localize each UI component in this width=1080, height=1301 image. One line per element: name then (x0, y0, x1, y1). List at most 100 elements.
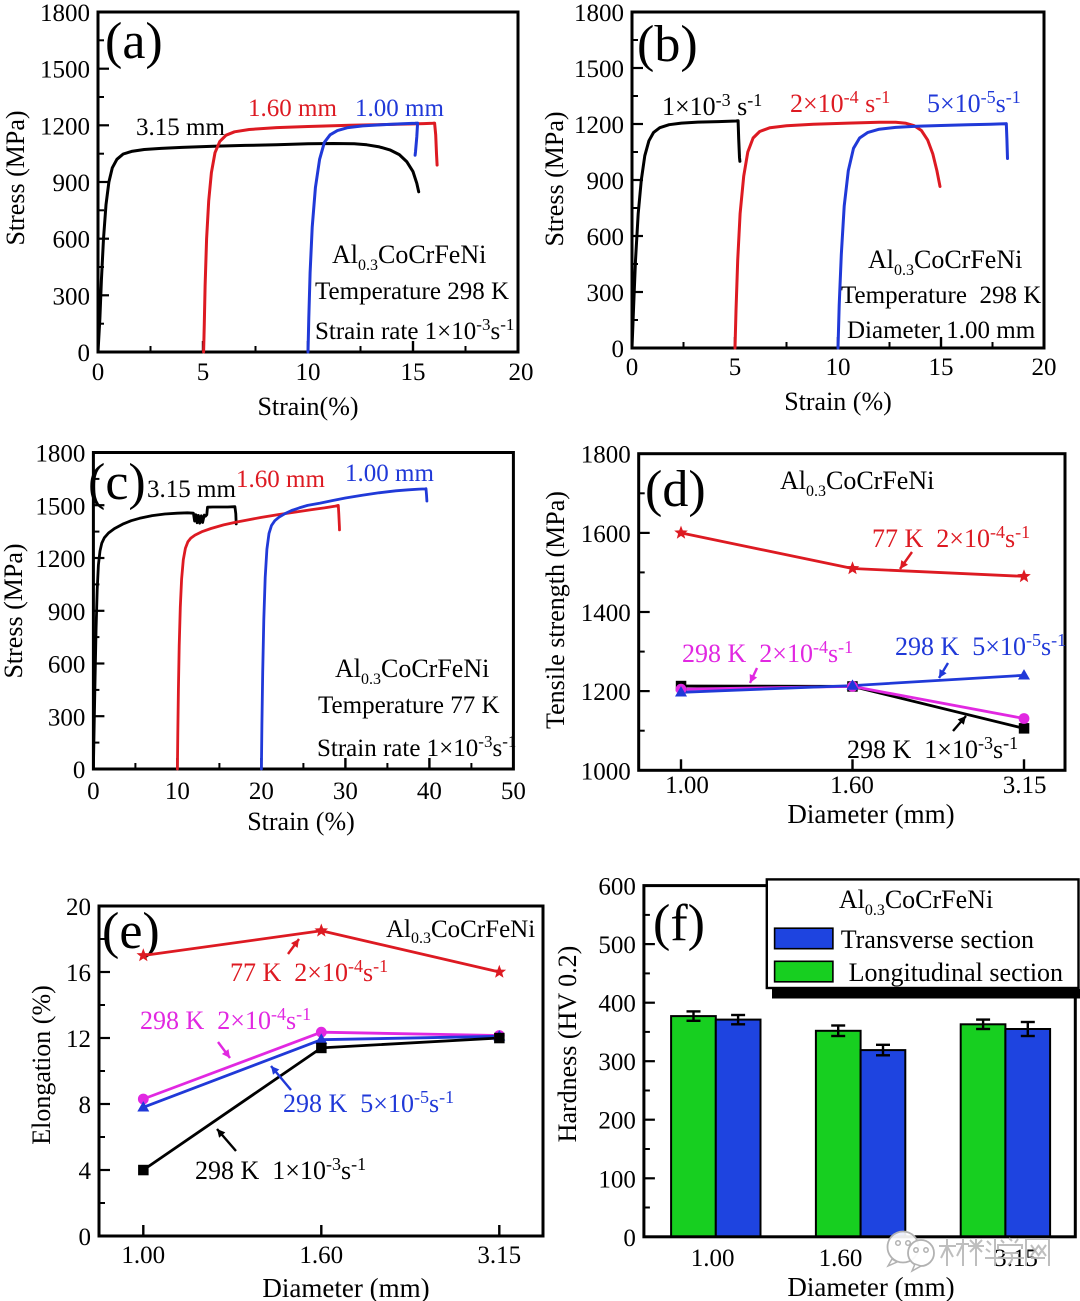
svg-text:Al0.3​CoCrFeNi: Al0.3​CoCrFeNi (868, 245, 1022, 279)
svg-text:1000: 1000 (581, 758, 631, 785)
svg-text:20: 20 (66, 894, 91, 921)
svg-text:10: 10 (165, 778, 190, 805)
svg-text:1500: 1500 (40, 57, 90, 84)
svg-text:1.00 mm: 1.00 mm (355, 95, 444, 122)
svg-text:(f): (f) (653, 895, 705, 952)
svg-text:1600: 1600 (581, 521, 631, 548)
svg-text:12: 12 (66, 1026, 91, 1053)
svg-text:15: 15 (929, 354, 954, 381)
svg-text:0: 0 (623, 1225, 636, 1252)
svg-text:Stress (MPa): Stress (MPa) (1, 110, 30, 245)
svg-text:0: 0 (73, 757, 86, 784)
svg-text:298 K 2×10-4​s-1​: 298 K 2×10-4​s-1​ (682, 637, 853, 668)
svg-text:1500: 1500 (574, 56, 624, 83)
svg-text:600: 600 (53, 227, 91, 254)
svg-text:5: 5 (729, 354, 742, 381)
svg-text:600: 600 (598, 874, 636, 901)
svg-text:10: 10 (296, 359, 321, 386)
svg-text:1.00: 1.00 (691, 1245, 735, 1272)
svg-text:Al0.3​CoCrFeNi: Al0.3​CoCrFeNi (839, 885, 993, 919)
svg-text:1800: 1800 (581, 442, 631, 469)
svg-text:900: 900 (587, 168, 625, 195)
svg-text:77 K 2×10-4​s-1​: 77 K 2×10-4​s-1​ (872, 522, 1030, 553)
svg-text:1800: 1800 (574, 0, 624, 27)
svg-text:Diameter (mm): Diameter (mm) (787, 799, 954, 829)
svg-text:Al0.3​CoCrFeNi: Al0.3​CoCrFeNi (335, 654, 489, 688)
svg-text:3.15: 3.15 (477, 1242, 521, 1269)
svg-text:0: 0 (626, 354, 639, 381)
svg-text:Stress (MPa): Stress (MPa) (0, 543, 28, 678)
svg-text:298 K 5×10-5​s-1​: 298 K 5×10-5​s-1​ (283, 1087, 454, 1118)
svg-text:Longitudinal section: Longitudinal section (849, 958, 1063, 987)
svg-text:15: 15 (401, 359, 426, 386)
svg-text:300: 300 (587, 280, 625, 307)
svg-text:400: 400 (598, 991, 636, 1018)
svg-text:300: 300 (48, 704, 86, 731)
svg-text:Al0.3​CoCrFeNi: Al0.3​CoCrFeNi (332, 240, 486, 274)
svg-text:0: 0 (79, 1224, 92, 1251)
svg-text:8: 8 (79, 1092, 92, 1119)
svg-text:5×10-5​s-1​: 5×10-5​s-1​ (927, 87, 1021, 118)
svg-text:Strain(%): Strain(%) (257, 392, 358, 421)
svg-text:300: 300 (598, 1049, 636, 1076)
svg-text:1200: 1200 (574, 112, 624, 139)
svg-text:Al0.3​CoCrFeNi: Al0.3​CoCrFeNi (386, 916, 535, 947)
svg-text:900: 900 (48, 599, 86, 626)
svg-text:Temperature 298 K: Temperature 298 K (315, 278, 509, 305)
svg-text:20: 20 (1032, 354, 1057, 381)
svg-text:0: 0 (87, 778, 100, 805)
svg-text:1400: 1400 (581, 600, 631, 627)
svg-text:298 K 1×10-3​s-1​: 298 K 1×10-3​s-1​ (847, 733, 1018, 764)
svg-text:3.15 mm: 3.15 mm (147, 476, 236, 503)
svg-text:Diameter (mm): Diameter (mm) (262, 1273, 429, 1301)
svg-text:20: 20 (249, 778, 274, 805)
svg-text:2×10-4​ s-1​: 2×10-4​ s-1​ (790, 87, 890, 118)
svg-text:3.15 mm: 3.15 mm (136, 114, 225, 141)
svg-text:30: 30 (333, 778, 358, 805)
svg-text:1.60: 1.60 (299, 1242, 343, 1269)
svg-text:1200: 1200 (581, 679, 631, 706)
svg-text:50: 50 (501, 778, 526, 805)
svg-text:300: 300 (53, 283, 91, 310)
svg-text:600: 600 (587, 224, 625, 251)
svg-text:10: 10 (826, 354, 851, 381)
svg-text:Temperature 298 K: Temperature 298 K (841, 282, 1041, 309)
svg-text:1500: 1500 (35, 493, 85, 520)
svg-text:Elongation (%): Elongation (%) (27, 985, 56, 1145)
svg-text:0: 0 (612, 336, 625, 363)
svg-text:40: 40 (417, 778, 442, 805)
svg-text:Strain (%): Strain (%) (784, 387, 892, 416)
svg-text:1800: 1800 (35, 441, 85, 468)
svg-text:1200: 1200 (40, 113, 90, 140)
svg-text:Diameter 1.00 mm: Diameter 1.00 mm (847, 317, 1036, 344)
svg-text:77 K 2×10-4​s-1​: 77 K 2×10-4​s-1​ (230, 956, 388, 987)
svg-text:900: 900 (53, 170, 91, 197)
svg-text:298 K 1×10-3​s-1​: 298 K 1×10-3​s-1​ (195, 1154, 366, 1185)
svg-text:Tensile strength (MPa): Tensile strength (MPa) (541, 491, 570, 729)
svg-text:1.60 mm: 1.60 mm (236, 466, 325, 493)
svg-text:Stress (MPa): Stress (MPa) (540, 111, 569, 246)
svg-text:Strain (%): Strain (%) (247, 807, 355, 836)
svg-text:600: 600 (48, 652, 86, 679)
svg-text:1.00 mm: 1.00 mm (345, 460, 434, 487)
svg-text:298 K 5×10-5​s-1​: 298 K 5×10-5​s-1​ (895, 630, 1066, 661)
svg-text:3.15: 3.15 (1003, 772, 1047, 799)
svg-text:0: 0 (92, 359, 105, 386)
svg-text:Transverse section: Transverse section (841, 925, 1034, 954)
svg-text:1.00: 1.00 (665, 772, 709, 799)
svg-text:100: 100 (598, 1166, 636, 1193)
svg-text:20: 20 (509, 359, 534, 386)
svg-text:(b): (b) (637, 16, 698, 73)
svg-text:Strain rate 1×10-3​s-1​: Strain rate 1×10-3​s-1​ (315, 315, 514, 345)
svg-text:1800: 1800 (40, 0, 90, 27)
svg-text:Al0.3​CoCrFeNi: Al0.3​CoCrFeNi (780, 466, 934, 500)
svg-text:Hardness (HV 0.2): Hardness (HV 0.2) (553, 946, 582, 1143)
svg-text:1.60: 1.60 (830, 772, 874, 799)
svg-text:Strain rate 1×10-3​s-1​: Strain rate 1×10-3​s-1​ (317, 732, 516, 762)
svg-text:298 K 2×10-4​s-1​: 298 K 2×10-4​s-1​ (140, 1004, 311, 1035)
svg-text:(a): (a) (105, 13, 163, 70)
svg-text:1×10-3​ s-1​: 1×10-3​ s-1​ (662, 90, 762, 121)
svg-text:1.60 mm: 1.60 mm (248, 95, 337, 122)
svg-text:(d): (d) (645, 461, 706, 518)
svg-text:0: 0 (78, 340, 91, 367)
